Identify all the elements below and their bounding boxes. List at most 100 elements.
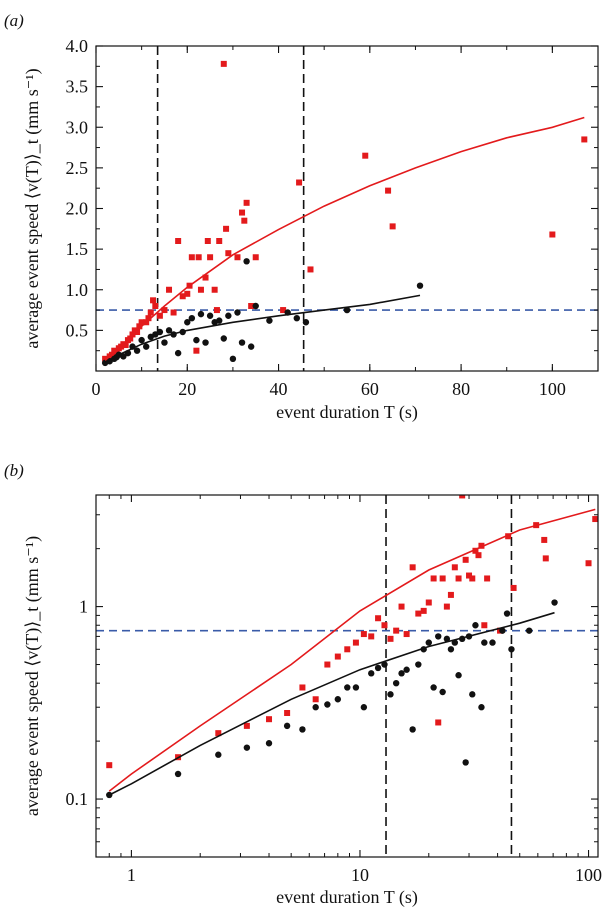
x-tick-label: 10 [351, 865, 369, 885]
data-point-circle [220, 335, 227, 342]
y-tick-label: 3.5 [66, 77, 89, 97]
data-point-circle [133, 347, 141, 354]
y-tick-label: 1.5 [66, 239, 89, 259]
data-point-square [134, 329, 141, 335]
panel-label: (b) [4, 461, 24, 480]
data-point-circle [243, 744, 251, 751]
data-point-square [472, 547, 479, 554]
data-point-square [387, 635, 394, 642]
y-tick-label: 3.0 [66, 117, 89, 137]
fit-line-black [104, 294, 421, 363]
panel-label: (a) [4, 11, 24, 30]
data-point-circle [344, 684, 351, 691]
data-point-square [481, 622, 488, 629]
data-point-square [127, 335, 134, 342]
data-point-square [215, 730, 222, 737]
data-point-circle [455, 672, 462, 679]
data-point-square [193, 347, 200, 354]
data-point-circle [416, 282, 424, 289]
data-point-circle [265, 740, 273, 747]
data-point-square [156, 312, 163, 319]
data-point-square [147, 309, 154, 316]
data-point-circle [469, 691, 476, 698]
data-point-circle [225, 312, 232, 319]
data-point-square [389, 223, 396, 230]
data-point-square [455, 575, 462, 582]
data-point-square [248, 303, 255, 309]
fit-line-black [108, 611, 555, 796]
data-point-circle [551, 599, 558, 606]
x-tick-label: 40 [270, 379, 288, 399]
data-point-circle [206, 312, 214, 319]
data-point-square [202, 274, 209, 281]
data-point-square [549, 231, 556, 238]
data-point-square [152, 303, 159, 309]
plot-area [96, 46, 598, 371]
x-axis-label: event duration T (s) [276, 887, 418, 908]
data-point-square [122, 342, 129, 348]
plot-area [96, 495, 598, 857]
data-point-circle [143, 343, 150, 350]
y-tick-label: 4.0 [66, 36, 89, 56]
data-point-square [299, 684, 306, 691]
data-point-square [220, 60, 227, 67]
data-point-square [581, 136, 588, 143]
data-point-square [403, 631, 410, 638]
data-point-circle [381, 661, 388, 668]
y-tick-label: 1 [79, 597, 88, 617]
data-point-circle [165, 327, 173, 334]
data-point-square [213, 307, 220, 314]
data-point-circle [343, 306, 351, 314]
data-point-square [197, 286, 204, 293]
data-point-square [334, 653, 341, 660]
data-point-square [585, 560, 592, 567]
data-point-square [243, 722, 250, 729]
data-point-square [266, 716, 273, 723]
data-point-circle [161, 339, 168, 346]
data-point-circle [352, 684, 360, 691]
data-point-circle [439, 688, 446, 696]
data-point-circle [188, 314, 196, 322]
data-point-square [195, 254, 202, 261]
fit-line-red [108, 508, 596, 792]
data-point-circle [156, 328, 164, 336]
data-point-square [161, 307, 168, 314]
x-tick-label: 20 [178, 379, 196, 399]
x-tick-label: 80 [452, 379, 470, 399]
data-point-square [234, 254, 241, 261]
data-point-square [243, 199, 250, 206]
data-point-square [360, 631, 367, 638]
data-point-circle [243, 258, 250, 265]
data-point-square [368, 633, 375, 640]
data-point-circle [435, 633, 442, 640]
data-point-square [170, 309, 177, 316]
data-point-circle [415, 661, 422, 668]
data-point-square [216, 238, 223, 244]
data-point-circle [106, 791, 113, 799]
data-point-square [592, 516, 598, 523]
data-point-square [252, 254, 259, 261]
axes-frame [95, 45, 599, 372]
data-point-square [138, 319, 145, 326]
fit-line-red [104, 116, 585, 361]
data-point-circle [293, 314, 300, 322]
data-point-square [136, 323, 143, 330]
data-point-square [102, 355, 109, 362]
data-point-circle [312, 704, 319, 711]
data-point-circle [197, 310, 205, 318]
data-point-square [393, 627, 400, 634]
data-point-circle [430, 684, 437, 691]
y-tick-label: 2.5 [66, 158, 89, 178]
data-point-circle [302, 319, 310, 326]
data-point-square [150, 297, 157, 304]
data-point-square [204, 238, 211, 244]
data-point-square [541, 536, 548, 543]
data-point-square [296, 179, 303, 186]
data-point-square [211, 286, 218, 293]
x-tick-label: 1 [127, 865, 136, 885]
x-axis-label: event duration T (s) [276, 402, 418, 423]
panel-b: (b) 1 10 100 0.1 1 event duration T (s) average… [4, 461, 602, 908]
data-point-square [375, 615, 382, 622]
data-point-circle [392, 679, 400, 687]
